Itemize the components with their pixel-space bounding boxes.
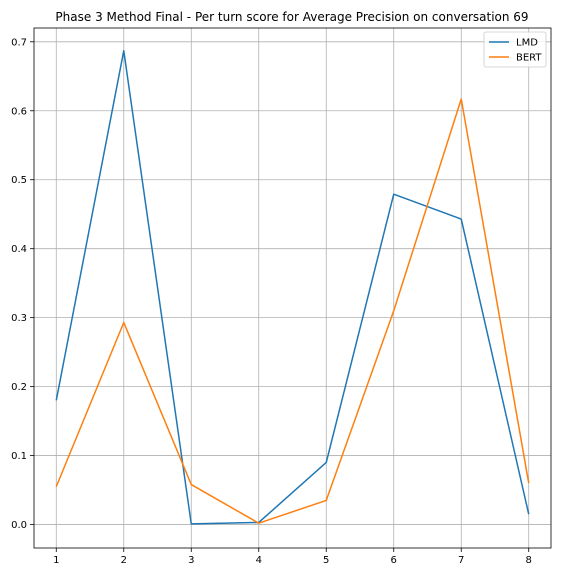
y-tick-label: 0.3 [11,313,27,324]
y-tick-label: 0.5 [11,175,27,186]
y-tick-label: 0.0 [11,520,27,531]
series-line-lmd [55,50,530,525]
x-tick-label: 4 [256,555,262,566]
legend-box [483,31,547,68]
x-tick-label: 6 [391,555,397,566]
legend-label-lmd: LMD [516,38,538,49]
y-tick-label: 0.2 [11,382,27,393]
x-axis: 1 2 3 4 5 6 7 8 [53,548,532,566]
y-tick-label: 0.6 [11,106,27,117]
series-line-bert [55,98,530,524]
legend: LMD BERT [483,31,547,68]
x-tick-label: 3 [188,555,194,566]
grid [34,28,551,548]
series-lines [55,50,530,525]
plot-area-frame [33,27,552,549]
y-axis: 0.0 0.1 0.2 0.3 0.4 0.5 0.6 0.7 [11,37,34,531]
x-tick-label: 5 [323,555,329,566]
x-tick-label: 1 [53,555,59,566]
y-tick-label: 0.4 [11,244,27,255]
y-tick-label: 0.7 [11,37,27,48]
x-tick-label: 7 [458,555,464,566]
y-tick-label: 0.1 [11,451,27,462]
legend-label-bert: BERT [516,53,542,64]
chart-title: Phase 3 Method Final - Per turn score fo… [55,10,528,24]
x-tick-label: 2 [121,555,127,566]
x-tick-label: 8 [526,555,532,566]
